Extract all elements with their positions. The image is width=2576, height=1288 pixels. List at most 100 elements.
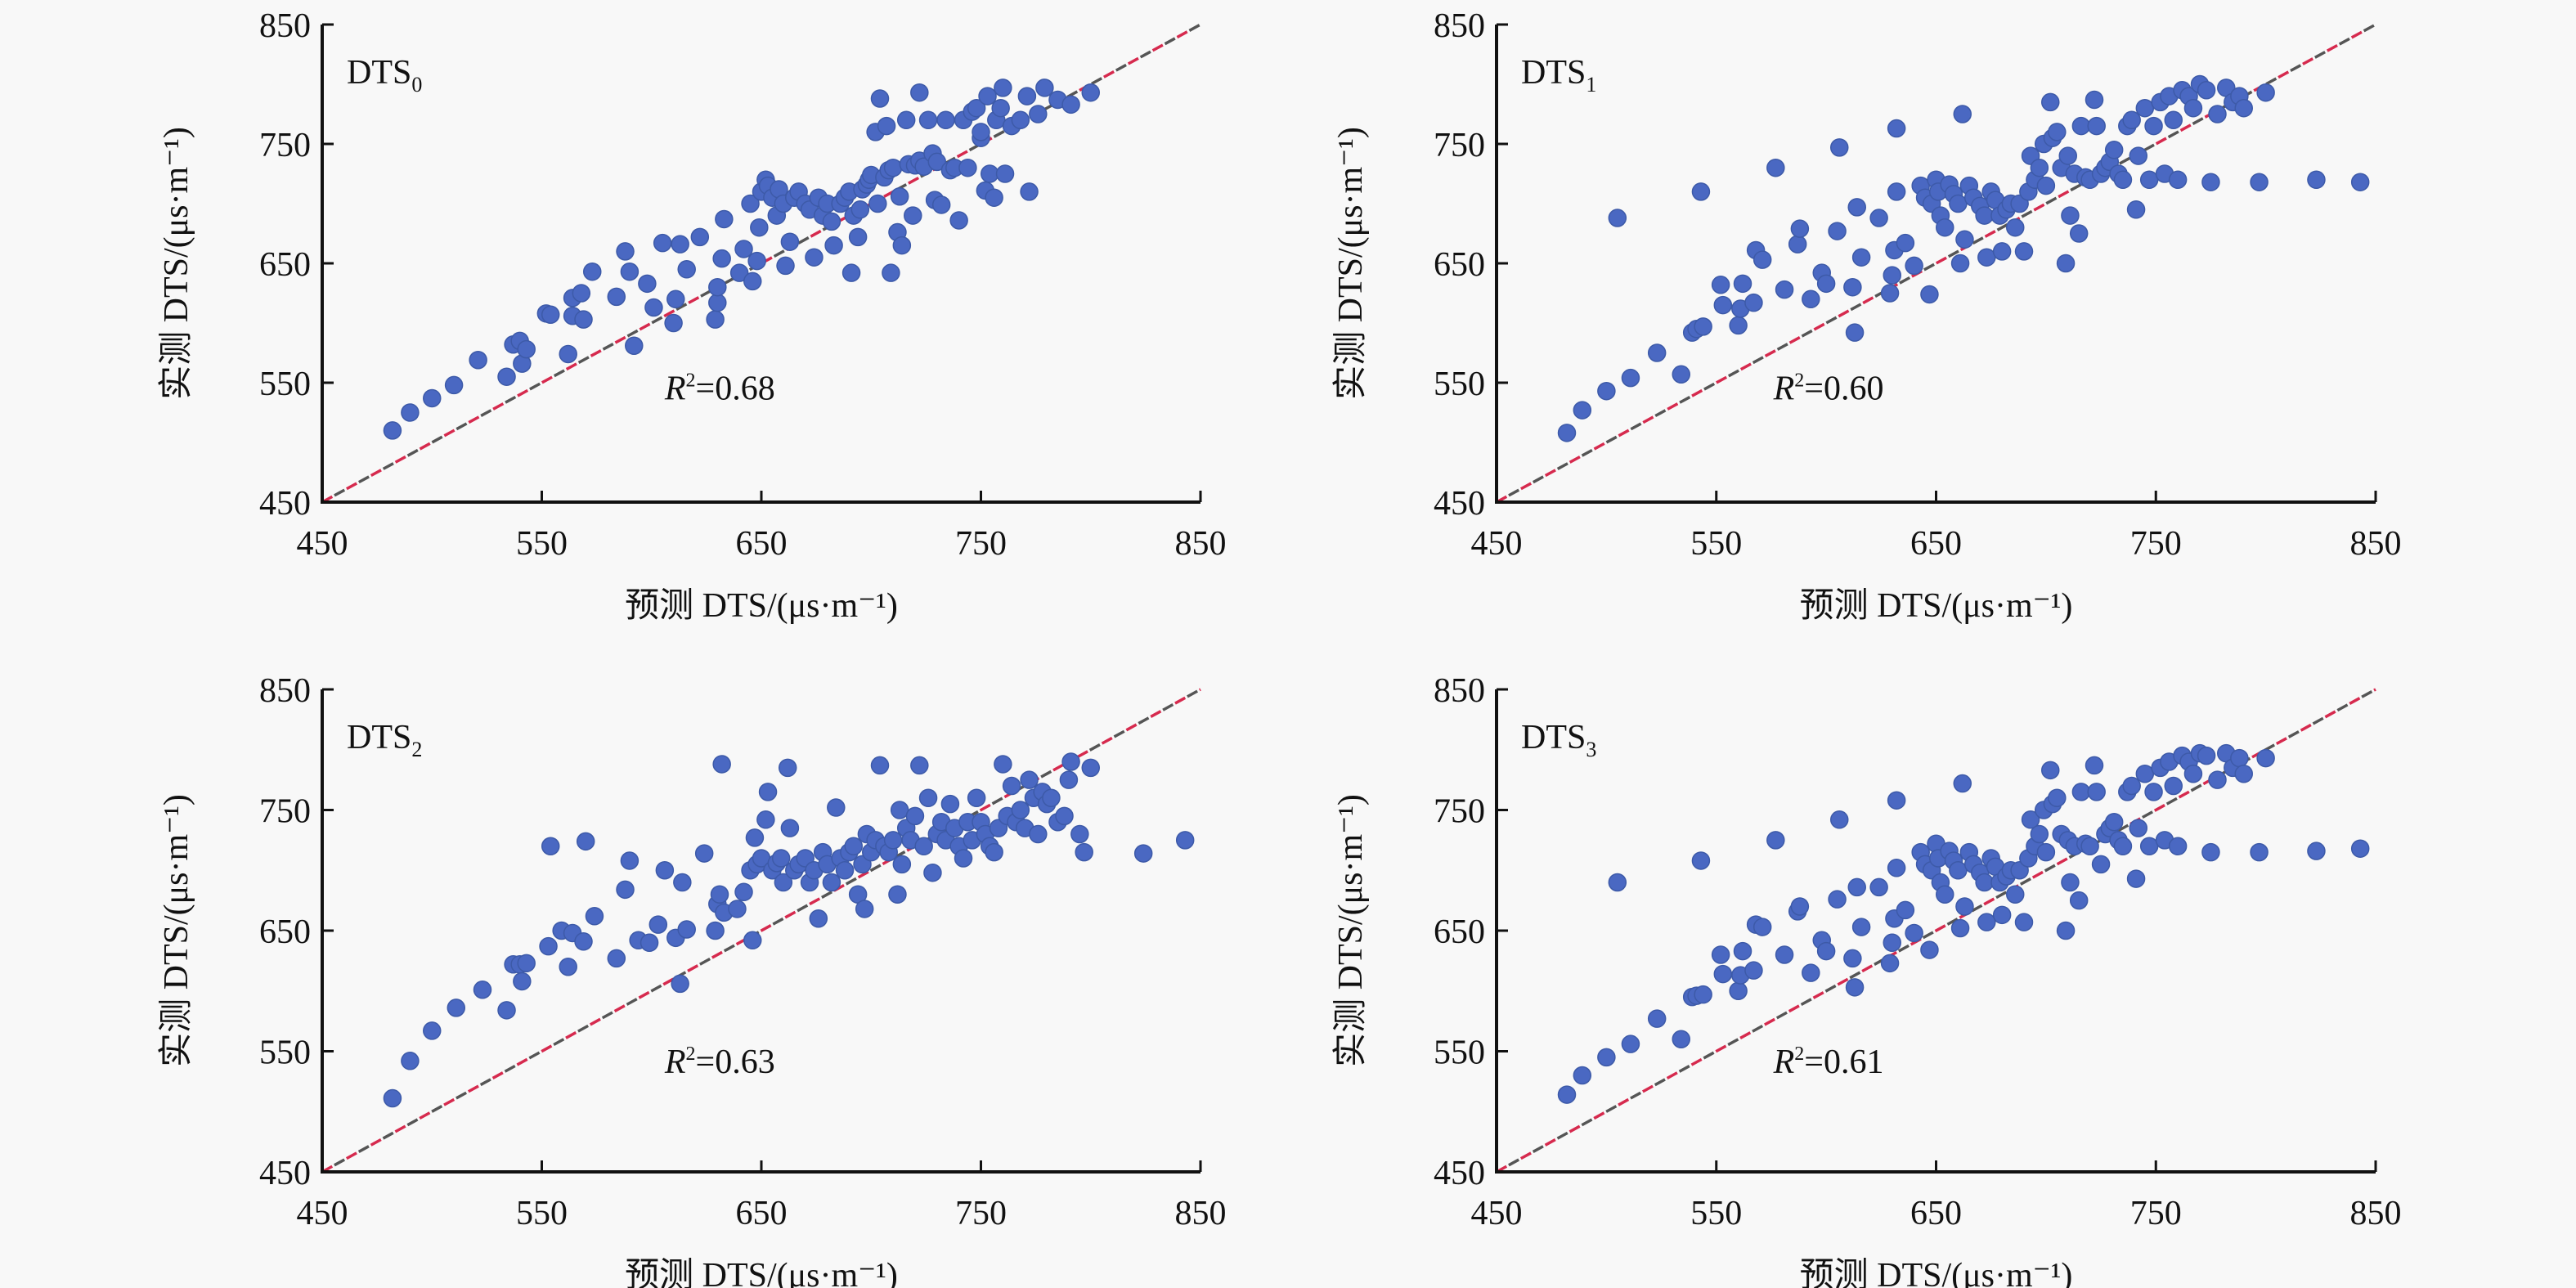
data-point [1055, 806, 1074, 826]
data-point [914, 837, 933, 855]
data-point [677, 260, 696, 279]
data-point [1887, 859, 1906, 877]
data-point [401, 403, 420, 422]
data-point [1729, 981, 1748, 1000]
data-point [2168, 170, 2188, 190]
data-point [883, 158, 903, 177]
y-tick-label: 650 [1434, 913, 1485, 951]
y-tick-label: 550 [259, 1034, 311, 1072]
data-point [2104, 141, 2124, 159]
data-point [980, 164, 999, 183]
x-axis-title: 预测 DTS/(μs·m⁻¹) [1800, 1257, 2073, 1288]
data-point [1828, 890, 1847, 909]
data-point [844, 837, 864, 855]
data-point [1766, 158, 1785, 177]
data-point [758, 783, 778, 801]
data-point [905, 806, 925, 826]
data-point [572, 284, 591, 303]
data-point [513, 972, 532, 991]
data-point [1597, 1048, 1616, 1067]
r-squared-label: R2=0.61 [1773, 1043, 1884, 1081]
data-point [2139, 170, 2159, 190]
data-point [653, 233, 672, 253]
data-point [2036, 176, 2056, 195]
y-tick-label: 650 [1434, 246, 1485, 284]
y-axis-title: 实测 DTS/(μs·m⁻¹) [157, 794, 195, 1067]
data-point [607, 949, 626, 968]
data-point [559, 958, 577, 976]
data-point [2350, 173, 2370, 191]
x-tick-label: 450 [1471, 1195, 1523, 1232]
data-point [2085, 756, 2104, 775]
data-point [1694, 985, 1712, 1004]
y-tick-label: 750 [1434, 793, 1485, 831]
data-point [1744, 961, 1763, 980]
data-point [1081, 758, 1100, 778]
data-point [1802, 963, 1820, 982]
data-point [1880, 954, 1900, 973]
data-point [809, 909, 828, 928]
y-tick-label: 450 [259, 485, 311, 523]
data-point [1011, 801, 1030, 819]
panel-label-subscript: 1 [1586, 73, 1596, 96]
data-point [2113, 837, 2133, 855]
data-point [1694, 317, 1712, 336]
y-axis-title: 实测 DTS/(μs·m⁻¹) [1331, 127, 1370, 400]
panel-label-subscript: 0 [411, 73, 422, 96]
data-point [694, 844, 714, 863]
data-point [2126, 200, 2146, 219]
data-point [423, 1021, 442, 1040]
data-point [655, 861, 675, 880]
data-point [1557, 424, 1577, 442]
data-point [1977, 913, 1996, 931]
data-point [994, 755, 1012, 774]
data-point [824, 236, 843, 255]
panel-label-subscript: 2 [411, 738, 422, 761]
data-point [1955, 897, 1974, 916]
data-point [780, 232, 800, 251]
r-squared-value: =0.68 [696, 370, 775, 407]
data-point [383, 1088, 402, 1108]
data-point [1790, 897, 1810, 916]
data-point [638, 274, 657, 294]
data-point [1843, 949, 1862, 968]
data-point [1691, 851, 1711, 870]
data-point [2113, 170, 2133, 190]
x-axis-title: 预测 DTS/(μs·m⁻¹) [625, 587, 898, 625]
data-point [2201, 173, 2220, 191]
data-point [497, 1001, 516, 1020]
data-point [1880, 284, 1900, 303]
data-point [1830, 810, 1849, 829]
data-point [967, 98, 986, 118]
y-tick-label: 850 [259, 672, 311, 710]
data-point [1035, 79, 1054, 97]
data-point [771, 849, 791, 868]
data-point [1845, 978, 1865, 997]
data-point [1752, 250, 1772, 269]
data-point [805, 248, 824, 267]
data-point [2041, 761, 2060, 780]
data-point [1573, 401, 1592, 420]
data-point [383, 421, 402, 440]
data-point [1816, 941, 1836, 961]
x-tick-label: 750 [955, 525, 1007, 563]
y-tick-label: 650 [259, 246, 311, 284]
data-point [2122, 110, 2141, 130]
data-point [890, 801, 909, 819]
data-point [1729, 316, 1748, 335]
r-squared-label: R2=0.63 [664, 1043, 775, 1081]
data-point [1936, 885, 1954, 904]
y-tick-label: 450 [1434, 485, 1485, 523]
data-point [1953, 774, 1972, 793]
data-point [1752, 918, 1772, 936]
data-point [715, 209, 734, 229]
data-point [541, 837, 560, 855]
data-point [1059, 770, 1079, 789]
data-point [2129, 819, 2147, 837]
x-tick-label: 850 [2350, 1195, 2402, 1232]
data-point [444, 375, 464, 395]
data-point [1775, 280, 1794, 299]
data-point [1905, 923, 1923, 943]
data-point [1950, 254, 1970, 273]
data-point [1608, 873, 1627, 892]
